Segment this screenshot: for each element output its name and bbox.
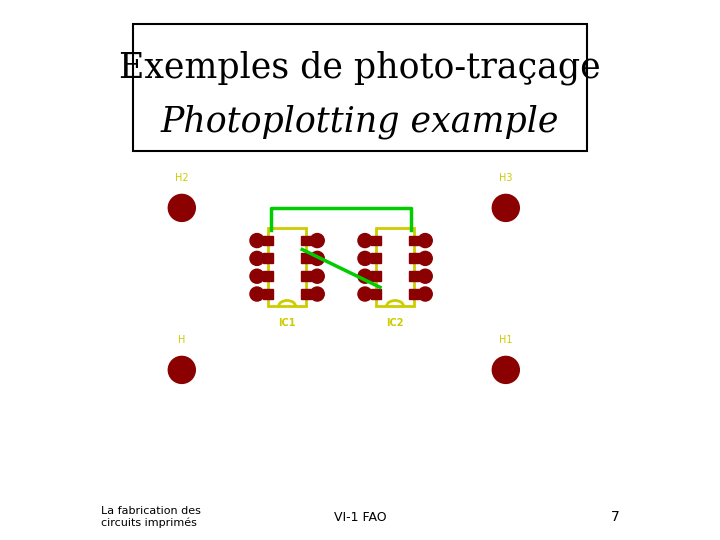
Circle shape xyxy=(418,287,432,301)
Text: Photoplotting example: Photoplotting example xyxy=(161,104,559,139)
Circle shape xyxy=(418,269,432,283)
Circle shape xyxy=(310,233,324,247)
Bar xyxy=(133,24,587,151)
Circle shape xyxy=(492,356,519,383)
Bar xyxy=(372,253,381,264)
Bar xyxy=(301,235,311,246)
Bar xyxy=(301,289,311,299)
Text: IC1: IC1 xyxy=(279,319,296,328)
Text: H1: H1 xyxy=(499,335,513,345)
Bar xyxy=(409,235,419,246)
Bar xyxy=(372,235,381,246)
Circle shape xyxy=(358,252,372,266)
Circle shape xyxy=(250,287,264,301)
Circle shape xyxy=(250,269,264,283)
Bar xyxy=(301,271,311,281)
Circle shape xyxy=(358,287,372,301)
Text: IC2: IC2 xyxy=(387,319,404,328)
Bar xyxy=(264,271,273,281)
Bar xyxy=(301,253,311,264)
Text: La fabrication des
circuits imprimés: La fabrication des circuits imprimés xyxy=(101,506,201,529)
Text: H3: H3 xyxy=(499,173,513,183)
Text: VI-1 FAO: VI-1 FAO xyxy=(333,511,387,524)
Bar xyxy=(372,271,381,281)
Circle shape xyxy=(358,233,372,247)
Circle shape xyxy=(418,233,432,247)
Circle shape xyxy=(310,269,324,283)
Text: H2: H2 xyxy=(175,173,189,183)
Circle shape xyxy=(250,233,264,247)
Bar xyxy=(264,289,273,299)
Bar xyxy=(409,289,419,299)
Bar xyxy=(409,253,419,264)
Text: 7: 7 xyxy=(611,510,619,524)
Circle shape xyxy=(310,287,324,301)
Bar xyxy=(264,235,273,246)
Bar xyxy=(409,271,419,281)
Circle shape xyxy=(358,269,372,283)
Text: H: H xyxy=(178,335,186,345)
Bar xyxy=(264,253,273,264)
Circle shape xyxy=(310,252,324,266)
Circle shape xyxy=(418,252,432,266)
Circle shape xyxy=(168,194,195,221)
Circle shape xyxy=(492,194,519,221)
Bar xyxy=(372,289,381,299)
Text: Exemples de photo-traçage: Exemples de photo-traçage xyxy=(120,50,600,85)
Circle shape xyxy=(250,252,264,266)
Circle shape xyxy=(168,356,195,383)
Bar xyxy=(268,228,306,306)
Bar xyxy=(376,228,414,306)
